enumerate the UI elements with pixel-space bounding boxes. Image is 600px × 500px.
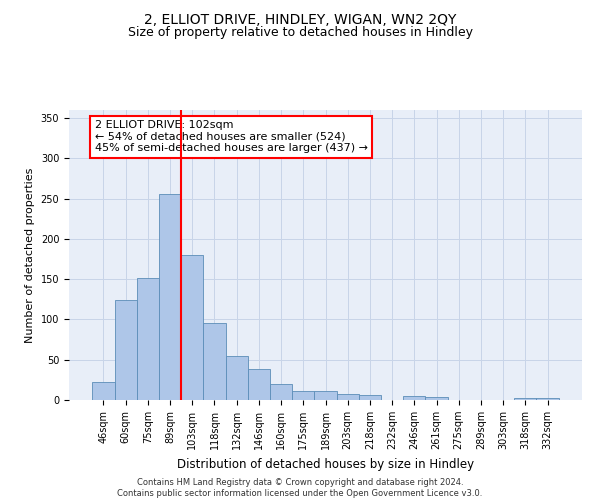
Text: 2 ELLIOT DRIVE: 102sqm
← 54% of detached houses are smaller (524)
45% of semi-de: 2 ELLIOT DRIVE: 102sqm ← 54% of detached… <box>95 120 368 154</box>
Bar <box>92 382 115 400</box>
Bar <box>359 395 381 400</box>
Y-axis label: Number of detached properties: Number of detached properties <box>25 168 35 342</box>
Bar <box>425 397 448 400</box>
Bar <box>270 384 292 400</box>
Text: 2, ELLIOT DRIVE, HINDLEY, WIGAN, WN2 2QY: 2, ELLIOT DRIVE, HINDLEY, WIGAN, WN2 2QY <box>144 12 456 26</box>
Bar <box>403 396 425 400</box>
Bar <box>314 391 337 400</box>
Bar <box>137 278 159 400</box>
Bar <box>248 370 270 400</box>
Bar <box>536 398 559 400</box>
Bar <box>203 324 226 400</box>
Bar <box>337 394 359 400</box>
Bar <box>226 356 248 400</box>
Bar <box>181 255 203 400</box>
Bar <box>292 391 314 400</box>
Text: Size of property relative to detached houses in Hindley: Size of property relative to detached ho… <box>128 26 473 39</box>
Text: Contains HM Land Registry data © Crown copyright and database right 2024.
Contai: Contains HM Land Registry data © Crown c… <box>118 478 482 498</box>
X-axis label: Distribution of detached houses by size in Hindley: Distribution of detached houses by size … <box>177 458 474 470</box>
Bar <box>115 300 137 400</box>
Bar <box>159 194 181 400</box>
Bar <box>514 398 536 400</box>
